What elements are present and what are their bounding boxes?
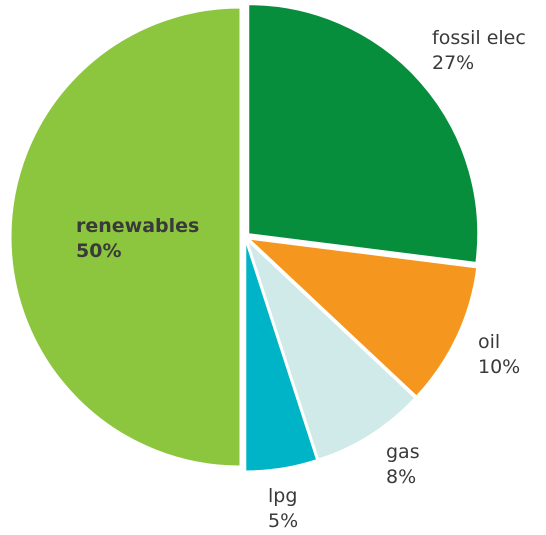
label-renewables: renewables 50% xyxy=(76,214,199,264)
label-renewables-pct: 50% xyxy=(76,240,122,262)
label-oil-name: oil xyxy=(478,331,501,353)
label-renewables-name: renewables xyxy=(76,215,200,237)
label-oil: oil 10% xyxy=(478,330,520,380)
label-lpg: lpg 5% xyxy=(268,484,298,534)
pie-slice-oil xyxy=(248,238,478,397)
label-gas: gas 8% xyxy=(386,440,420,490)
label-oil-pct: 10% xyxy=(478,356,521,378)
label-gas-pct: 8% xyxy=(386,466,417,488)
label-fossil-elec-name: fossil elec xyxy=(432,27,526,49)
pie-slice-renewables xyxy=(10,7,241,467)
label-gas-name: gas xyxy=(386,441,420,463)
pie-slice-gas xyxy=(247,240,416,460)
label-fossil-elec: fossil elec 27% xyxy=(432,26,526,76)
pie-slice-lpg xyxy=(245,241,318,472)
pie-slice-fossil-elec xyxy=(248,4,479,263)
label-fossil-elec-pct: 27% xyxy=(432,52,475,74)
label-lpg-pct: 5% xyxy=(268,510,299,532)
label-lpg-name: lpg xyxy=(268,485,298,507)
